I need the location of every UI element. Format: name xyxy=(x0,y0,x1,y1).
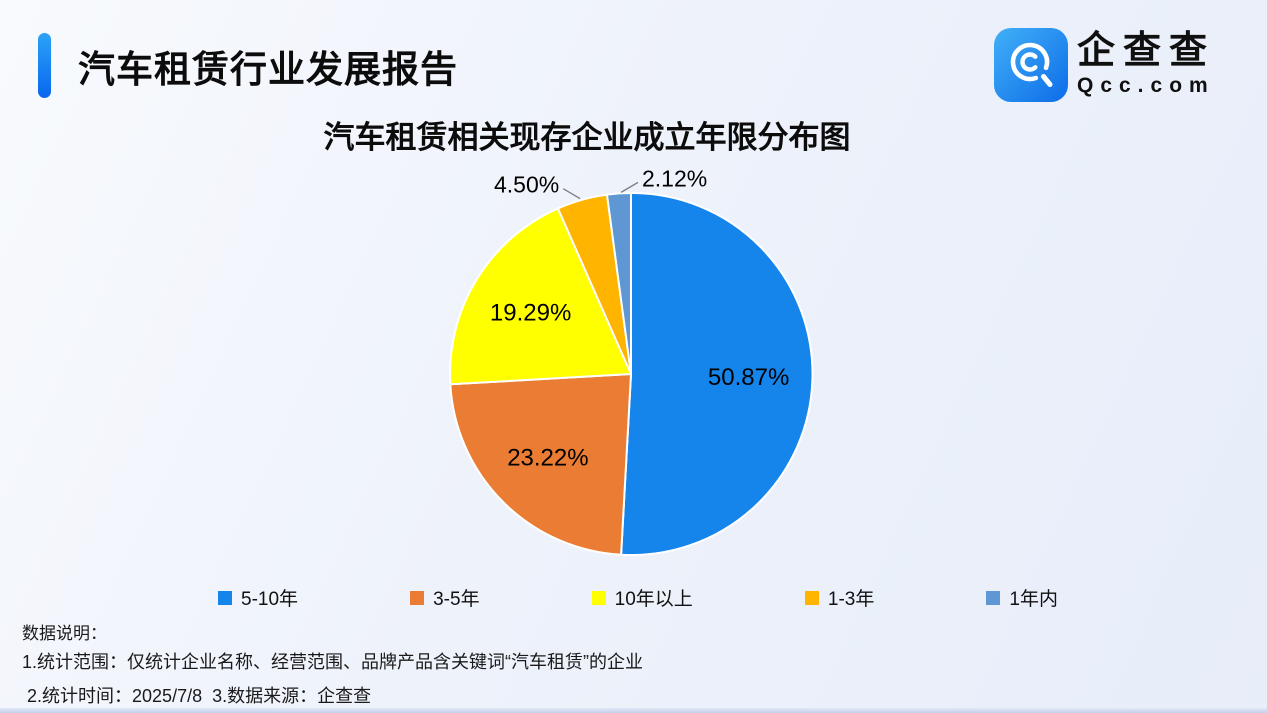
pie-label: 2.12% xyxy=(642,165,707,191)
label-leader-line xyxy=(562,188,581,200)
bottom-strip xyxy=(0,708,1267,713)
legend-item-10年以上: 10年以上 xyxy=(591,584,693,611)
legend-swatch-icon xyxy=(986,590,1001,605)
chart-title: 汽车租赁相关现存企业成立年限分布图 xyxy=(323,120,851,155)
pie-slice-5-10年 xyxy=(620,191,814,556)
legend-item-3-5年: 3-5年 xyxy=(410,584,480,611)
legend-swatch-icon xyxy=(591,590,606,605)
logo-brand-name: 企查查 xyxy=(1076,29,1215,72)
notes-heading: 数据说明： xyxy=(22,624,107,643)
logo-domain: Qcc.com xyxy=(1076,74,1215,98)
legend-label: 1年内 xyxy=(1009,589,1058,610)
legend-label: 1-3年 xyxy=(827,589,875,610)
pie-label: 19.29% xyxy=(490,300,571,327)
legend-item-1-3年: 1-3年 xyxy=(804,584,875,611)
pie-label: 23.22% xyxy=(507,444,588,471)
legend-item-5-10年: 5-10年 xyxy=(218,584,298,611)
pie-slice-10年以上 xyxy=(449,207,632,386)
pie-label: 50.87% xyxy=(708,364,789,391)
qcc-magnifier-icon xyxy=(993,28,1068,102)
pie-slice-3-5年 xyxy=(449,373,632,556)
label-leader-line xyxy=(620,181,639,194)
report-title: 汽车租赁行业发展报告 xyxy=(78,48,458,90)
title-accent-bar xyxy=(38,33,51,98)
legend-swatch-icon xyxy=(410,590,425,605)
notes-date-source: 2.统计时间：2025/7/8 3.数据来源：企查查 xyxy=(22,686,372,706)
legend-item-1年内: 1年内 xyxy=(986,584,1058,611)
legend-label: 3-5年 xyxy=(433,589,480,610)
qcc-logo: 企查查 Qcc.com xyxy=(993,28,1215,102)
legend-swatch-icon xyxy=(804,590,819,605)
chart-legend: 5-10年 3-5年 10年以上 1-3年 1年内 xyxy=(218,584,1058,611)
legend-label: 10年以上 xyxy=(614,589,693,610)
pie-slice-1年内 xyxy=(606,192,632,375)
notes-scope: 1.统计范围：仅统计企业名称、经营范围、品牌产品含关键词“汽车租赁”的企业 xyxy=(22,652,643,672)
legend-label: 5-10年 xyxy=(241,589,299,610)
legend-swatch-icon xyxy=(218,590,232,605)
report-header: 汽车租赁行业发展报告 xyxy=(38,33,458,98)
logo-text: 企查查 Qcc.com xyxy=(1076,29,1215,99)
pie-label: 4.50% xyxy=(494,172,559,198)
